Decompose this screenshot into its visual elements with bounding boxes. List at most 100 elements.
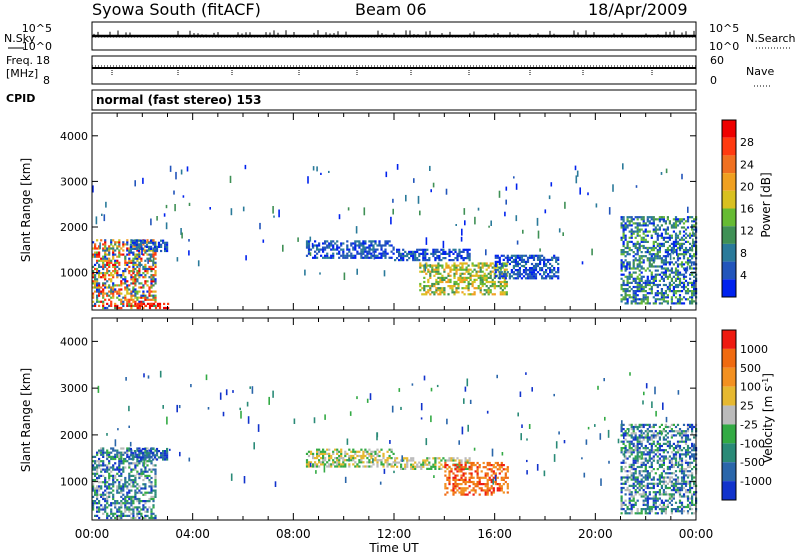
data-cell (452, 457, 455, 460)
data-cell (691, 432, 694, 435)
data-cell (498, 464, 501, 467)
data-cell (638, 285, 641, 289)
data-cell (124, 278, 127, 281)
data-cell (136, 296, 139, 299)
data-cell (484, 483, 487, 486)
data-cell (454, 491, 457, 494)
data-cell (505, 199, 507, 205)
data-cell (128, 497, 131, 501)
data-cell (632, 476, 635, 479)
data-cell (640, 224, 643, 227)
data-cell (106, 261, 109, 264)
data-cell (686, 216, 690, 219)
data-cell (485, 268, 488, 271)
data-cell (406, 463, 409, 466)
data-cell (137, 239, 140, 242)
data-cell (682, 263, 686, 266)
data-cell (380, 459, 383, 462)
data-cell (449, 285, 452, 288)
data-cell (528, 275, 532, 278)
data-cell (106, 470, 109, 473)
data-cell (366, 246, 369, 249)
data-cell (479, 289, 482, 292)
data-cell (384, 254, 387, 257)
data-cell (648, 246, 651, 250)
data-cell (628, 261, 631, 264)
data-cell (693, 453, 696, 456)
data-cell (112, 479, 115, 482)
data-cell (141, 247, 144, 250)
data-cell (636, 457, 639, 460)
data-cell (112, 466, 115, 469)
data-cell (498, 260, 501, 263)
data-cell (634, 296, 637, 299)
data-cell (472, 489, 475, 492)
data-cell (460, 459, 463, 462)
data-cell (124, 296, 127, 299)
data-cell (470, 464, 473, 467)
data-cell (173, 190, 175, 195)
data-cell (457, 276, 460, 279)
data-cell (143, 239, 146, 242)
data-cell (104, 468, 107, 471)
data-cell (106, 259, 109, 262)
data-cell (591, 248, 593, 256)
data-cell (662, 279, 665, 282)
data-cell (662, 476, 665, 479)
data-cell (689, 465, 692, 469)
data-cell (522, 258, 526, 261)
data-cell (106, 516, 109, 520)
data-cell (114, 302, 117, 305)
data-cell (670, 279, 673, 282)
data-cell (545, 264, 548, 268)
data-cell (116, 468, 119, 471)
data-cell (494, 472, 497, 475)
data-cell (133, 239, 136, 242)
data-cell (652, 476, 655, 479)
data-cell (305, 459, 309, 462)
data-cell (358, 246, 361, 249)
data-cell (128, 292, 131, 295)
data-cell (124, 510, 127, 513)
data-cell (358, 252, 361, 255)
data-cell (136, 253, 139, 256)
data-cell (469, 272, 472, 275)
data-cell (110, 474, 113, 477)
data-cell (326, 254, 329, 257)
data-cell (662, 294, 665, 297)
data-cell (680, 236, 684, 239)
data-cell (94, 491, 97, 494)
data-cell (126, 304, 129, 307)
data-cell (471, 282, 474, 286)
data-cell (670, 277, 673, 280)
data-cell (622, 482, 625, 485)
data-cell (390, 463, 393, 466)
data-cell (646, 505, 649, 509)
data-cell (455, 224, 457, 226)
data-cell (431, 285, 434, 288)
data-cell (449, 266, 452, 269)
data-cell (518, 254, 521, 257)
data-cell (98, 265, 101, 268)
data-cell (110, 259, 113, 262)
data-cell (665, 168, 668, 174)
data-cell (132, 288, 135, 291)
data-cell (502, 468, 505, 471)
data-cell (419, 285, 422, 288)
data-cell (104, 500, 107, 503)
data-cell (620, 265, 623, 268)
data-cell (548, 195, 551, 200)
data-cell (678, 491, 682, 494)
data-cell (116, 270, 119, 273)
data-cell (664, 423, 667, 426)
data-cell (693, 294, 696, 297)
data-cell (640, 470, 643, 473)
data-cell (693, 484, 696, 487)
data-cell (94, 251, 97, 254)
data-cell (150, 495, 153, 498)
data-cell (98, 489, 101, 492)
data-cell (426, 252, 429, 255)
data-cell (620, 253, 623, 256)
data-cell (628, 220, 631, 223)
data-cell (642, 300, 645, 303)
